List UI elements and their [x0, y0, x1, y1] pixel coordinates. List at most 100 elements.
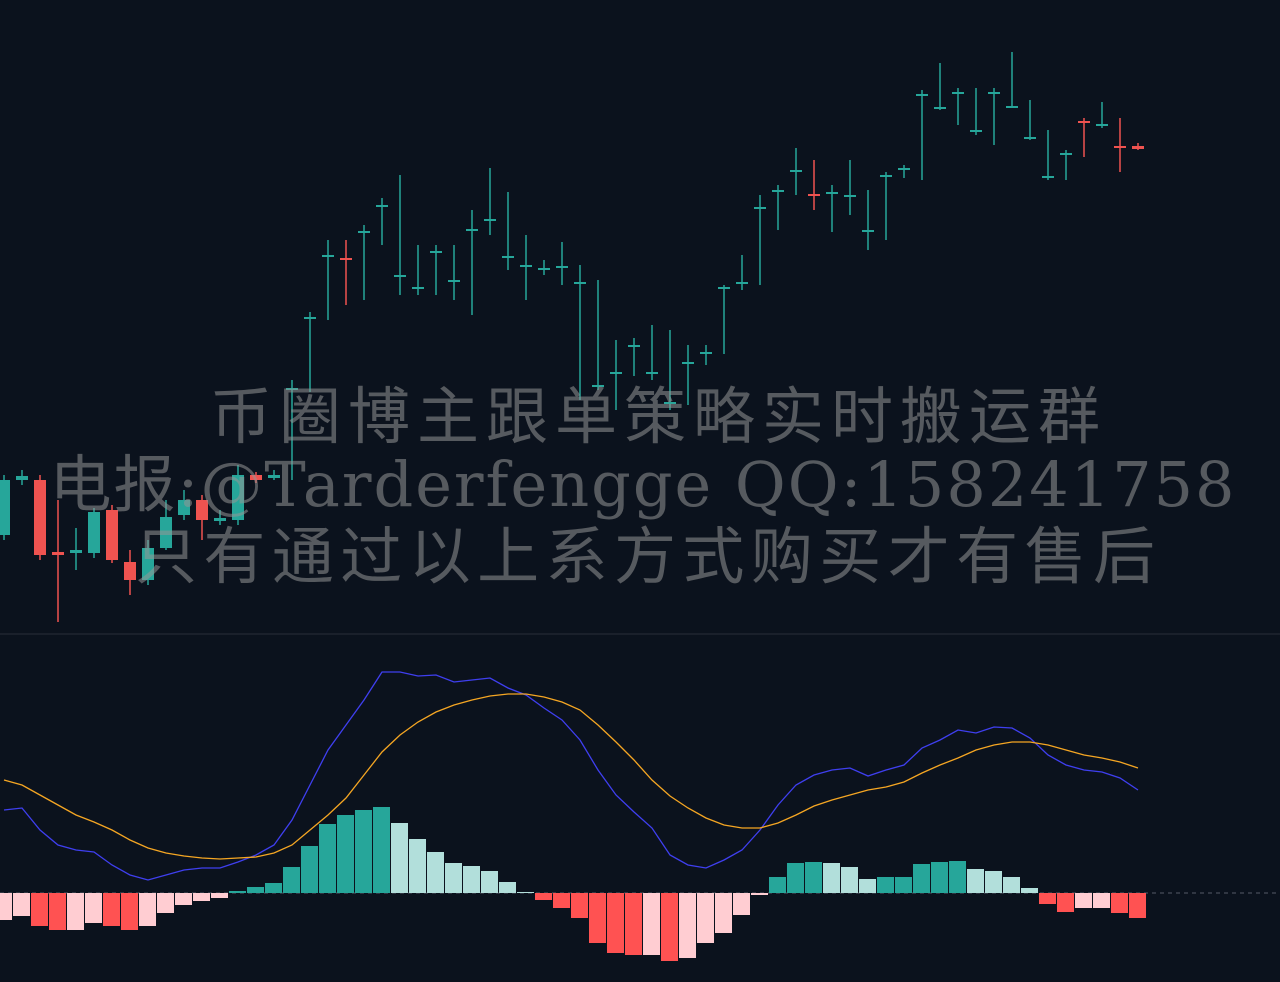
candle-body	[232, 475, 244, 520]
candle-body	[466, 229, 478, 231]
candle-body	[754, 207, 766, 209]
histogram-bar	[805, 862, 822, 893]
candle-body	[322, 255, 334, 257]
candle-body	[574, 282, 586, 284]
candle-body	[412, 287, 424, 289]
candle-body	[340, 258, 352, 260]
histogram-bar	[661, 893, 678, 961]
candle-body	[556, 266, 568, 268]
candle-body	[916, 94, 928, 96]
histogram-bar	[31, 893, 48, 926]
candle-body	[448, 280, 460, 282]
candle-body	[196, 500, 208, 520]
candle-body	[142, 548, 154, 580]
candle-body	[286, 388, 298, 390]
candle-body	[628, 345, 640, 347]
histogram-bar	[283, 867, 300, 893]
candle-body	[808, 194, 820, 196]
candle-body	[430, 251, 442, 253]
histogram-bar	[301, 846, 318, 893]
histogram-bar	[553, 893, 570, 908]
histogram-bar	[1111, 893, 1128, 913]
candle-body	[1132, 146, 1144, 149]
histogram-bar	[67, 893, 84, 930]
candle-body	[484, 219, 496, 221]
candle-body	[0, 480, 10, 535]
histogram-bar	[157, 893, 174, 913]
histogram-bar	[985, 871, 1002, 893]
candle-body	[1060, 153, 1072, 155]
histogram-bar	[643, 893, 660, 955]
watermark: 币圈博主跟单策略实时搬运群 电报:@Tarderfengge QQ:158241…	[50, 380, 1235, 593]
price-pane	[0, 52, 1144, 622]
histogram-bar	[409, 839, 426, 893]
histogram-bar	[751, 893, 768, 895]
histogram-bar	[121, 893, 138, 930]
candle-body	[862, 230, 874, 232]
histogram-bar	[463, 866, 480, 893]
candle-body	[736, 282, 748, 284]
histogram-bar	[967, 869, 984, 893]
histogram-bar	[391, 823, 408, 893]
macd-pane	[0, 671, 1146, 961]
candle-body	[34, 480, 46, 555]
candle-body	[160, 517, 172, 548]
histogram-bar	[103, 893, 120, 926]
histogram-bar	[1129, 893, 1146, 918]
candle-body	[520, 265, 532, 267]
candle-body	[70, 550, 82, 553]
candle-body	[610, 372, 622, 374]
candle-body	[718, 287, 730, 289]
histogram-bar	[823, 863, 840, 893]
candle-body	[52, 552, 64, 555]
candle-body	[646, 372, 658, 374]
candle-body	[844, 195, 856, 197]
histogram-bar	[427, 852, 444, 893]
histogram-bar	[1093, 893, 1110, 908]
candle-body	[268, 475, 280, 478]
candle-body	[880, 175, 892, 177]
histogram-bar	[1075, 893, 1092, 908]
histogram-bar	[931, 862, 948, 893]
histogram-bar	[211, 893, 228, 898]
histogram-bar	[229, 891, 246, 893]
histogram-bar	[247, 887, 264, 893]
histogram-bar	[679, 893, 696, 958]
candle-body	[394, 275, 406, 277]
histogram-bar	[337, 815, 354, 893]
histogram-bar	[1039, 893, 1056, 904]
candle-body	[16, 476, 28, 480]
histogram-bar	[517, 892, 534, 893]
candle-body	[952, 92, 964, 94]
histogram-bar	[859, 879, 876, 893]
histogram-bar	[139, 893, 156, 926]
histogram-bar	[1057, 893, 1074, 912]
histogram-bar	[841, 867, 858, 893]
candle-body	[376, 205, 388, 207]
histogram-bar	[787, 863, 804, 893]
histogram-bar	[0, 893, 12, 920]
candle-body	[1096, 124, 1108, 126]
watermark-line: 币圈博主跟单策略实时搬运群	[210, 380, 1100, 453]
candle-body	[250, 475, 262, 480]
candle-body	[1006, 106, 1018, 108]
candle-body	[790, 170, 802, 172]
histogram-bar	[13, 893, 30, 916]
candle-body	[304, 317, 316, 319]
candle-body	[682, 362, 694, 364]
histogram-bar	[733, 893, 750, 915]
watermark-line: 只有通过以上系方式购买才有售后	[135, 520, 1155, 593]
histogram-bar	[1003, 877, 1020, 893]
histogram-bar	[499, 882, 516, 893]
histogram-bar	[877, 877, 894, 893]
histogram-bar	[319, 824, 336, 893]
histogram-bar	[715, 893, 732, 933]
histogram-bar	[445, 863, 462, 893]
candle-body	[88, 512, 100, 553]
candle-body	[106, 510, 118, 560]
candle-body	[592, 385, 604, 387]
histogram-bar	[571, 893, 588, 918]
indicator-line	[3, 671, 1139, 881]
candle-body	[826, 192, 838, 194]
histogram-bar	[535, 893, 552, 900]
